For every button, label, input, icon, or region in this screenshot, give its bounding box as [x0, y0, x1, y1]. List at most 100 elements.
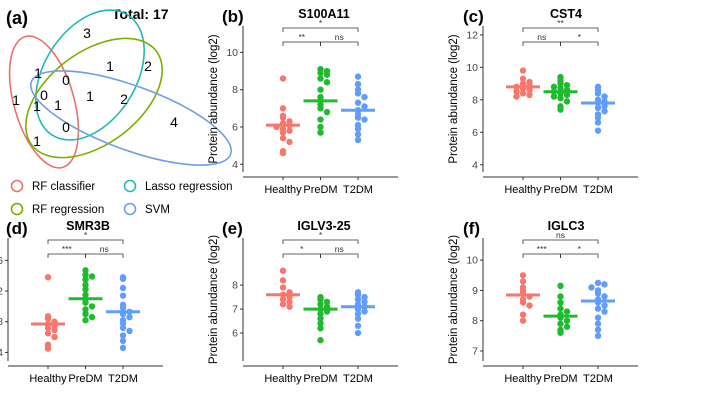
- x-tick-label: Healthy: [504, 184, 542, 196]
- panel-label-d: (d): [6, 219, 28, 238]
- significance-bracket: [522, 253, 561, 258]
- significance-label: *: [300, 244, 304, 254]
- data-point-healthy: [519, 317, 527, 324]
- panel-label-c: (c): [463, 7, 484, 26]
- significance-label: *: [319, 230, 323, 240]
- panel-label-f: (f): [463, 219, 480, 238]
- significance-bracket: [560, 41, 599, 46]
- venn-region-rf-class-rfreg: 0: [40, 87, 48, 103]
- data-point-healthy: [286, 138, 293, 146]
- data-point-predm: [317, 123, 324, 131]
- data-point-healthy: [279, 284, 287, 291]
- y-tick-label: 8: [232, 84, 238, 96]
- significance-label: ns: [556, 230, 565, 240]
- data-point-t2dm: [354, 291, 362, 298]
- data-point-predm: [323, 71, 331, 78]
- panel-label-a: (a): [6, 8, 28, 28]
- venn-region-rf-classifier-svm: 1: [33, 133, 41, 149]
- x-tick-label: T2DM: [583, 373, 613, 385]
- data-point-t2dm: [594, 320, 602, 327]
- data-point-predm: [82, 306, 89, 313]
- data-point-t2dm: [361, 116, 368, 123]
- data-point-predm: [557, 320, 564, 327]
- data-point-t2dm: [594, 326, 602, 333]
- data-point-t2dm: [354, 125, 362, 133]
- venn-diagram: (a) Total: 17 3 2 4 1 1 1 2 1 0 0 1 1 1 …: [6, 6, 233, 216]
- panel-e: (e) IGLV3-25 6 7 8 Protein abundance (log2) He…: [208, 219, 398, 385]
- x-tick-label: T2DM: [343, 373, 373, 385]
- rf-classifier-ellipse: [8, 35, 80, 169]
- data-point-predm: [82, 286, 89, 293]
- data-point-predm: [563, 82, 571, 89]
- data-point-t2dm: [354, 329, 362, 337]
- legend-marker-svm: [123, 202, 137, 216]
- panel-b: (b) S100A11 4 6 8 10 Protein abundance (log2) H…: [208, 7, 398, 196]
- data-point-healthy: [519, 278, 527, 285]
- data-point-t2dm: [594, 119, 602, 126]
- x-tick-label: T2DM: [583, 184, 613, 196]
- data-point-t2dm: [588, 284, 595, 291]
- y-tick-label: 8: [0, 316, 3, 328]
- data-point-healthy: [279, 114, 287, 121]
- significance-bracket: [560, 253, 599, 258]
- data-point-t2dm: [594, 90, 602, 97]
- data-point-healthy: [526, 302, 533, 309]
- data-point-t2dm: [361, 298, 368, 306]
- x-tick-label: PreDM: [303, 373, 337, 385]
- y-tick-label: 7: [232, 304, 238, 316]
- y-axis-label: Protein abundance (log2): [448, 235, 460, 364]
- venn-total: Total: 17: [112, 6, 169, 22]
- data-point-predm: [563, 98, 571, 105]
- significance-label: **: [557, 18, 564, 28]
- data-point-healthy: [279, 301, 287, 308]
- legend-marker-lasso: [123, 179, 137, 193]
- data-point-t2dm: [594, 290, 602, 297]
- data-point-t2dm: [354, 80, 362, 88]
- legend-label-rf-classifier: RF classifier: [32, 181, 95, 193]
- data-point-t2dm: [119, 284, 127, 292]
- rf-regression-ellipse: [25, 37, 163, 159]
- legend-item-rf-classifier: RF classifier: [10, 179, 95, 193]
- venn-region-lasso-rfreg-svm: 2: [120, 91, 128, 107]
- legend-label-lasso: Lasso regression: [145, 181, 233, 193]
- data-point-t2dm: [601, 308, 608, 315]
- venn-region-lasso-only: 3: [83, 25, 91, 41]
- chart-title: SMR3B: [66, 219, 110, 233]
- data-point-healthy: [279, 296, 287, 303]
- significance-bracket: [282, 253, 321, 258]
- chart-title: S100A11: [298, 7, 349, 21]
- data-point-t2dm: [119, 304, 127, 312]
- y-tick-label: 4: [472, 159, 478, 171]
- x-tick-label: T2DM: [108, 373, 138, 385]
- x-tick-label: Healthy: [504, 373, 542, 385]
- significance-bracket: [47, 253, 86, 258]
- data-point-healthy: [44, 345, 52, 352]
- venn-region-rf-class-rfreg-svm: 1: [33, 98, 41, 114]
- data-point-predm: [317, 337, 324, 344]
- data-point-t2dm: [119, 320, 127, 327]
- y-tick-label: 8: [472, 94, 478, 106]
- data-point-predm: [563, 317, 571, 324]
- significance-label: ns: [335, 32, 344, 42]
- data-point-healthy: [519, 67, 527, 74]
- data-point-t2dm: [119, 324, 127, 332]
- data-point-healthy: [51, 326, 58, 334]
- data-point-t2dm: [601, 107, 608, 115]
- data-point-t2dm: [594, 279, 602, 287]
- panel-label-e: (e): [222, 219, 243, 238]
- data-point-predm: [317, 69, 324, 77]
- data-point-predm: [317, 315, 324, 322]
- significance-bracket: [522, 27, 599, 32]
- x-tick-label: PreDM: [68, 373, 102, 385]
- data-point-predm: [317, 310, 324, 318]
- y-tick-label: 8: [472, 315, 478, 327]
- data-point-t2dm: [601, 302, 608, 309]
- y-tick-label: 10: [226, 47, 238, 59]
- data-point-predm: [557, 85, 564, 92]
- significance-label: ***: [62, 244, 73, 254]
- data-point-predm: [557, 94, 564, 102]
- legend-marker-rf-regression: [10, 202, 24, 216]
- y-tick-label: 10: [466, 255, 478, 267]
- significance-label: ns: [335, 244, 344, 254]
